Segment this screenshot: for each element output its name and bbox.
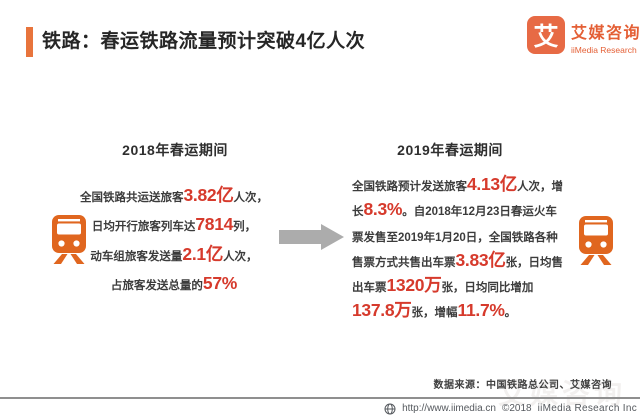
stats-2018: 全国铁路共运送旅客3.82亿人次， 日均开行旅客列车达7814列， 动车组旅客发送量… bbox=[60, 183, 288, 301]
stat-number: 3.83亿 bbox=[455, 249, 506, 270]
stat-text: 长 bbox=[352, 206, 364, 219]
logo-text-block: 艾媒咨询 iiMedia Research bbox=[571, 16, 640, 55]
train-icon bbox=[52, 215, 86, 264]
stat-number: 57% bbox=[202, 273, 238, 294]
stat-text: 。自2018年12月23日春运火车 bbox=[402, 206, 557, 219]
stat-text: 张，增幅 bbox=[411, 307, 458, 320]
stat-number: 11.7% bbox=[457, 300, 505, 321]
stat-line: 137.8万张，增幅11.7%。 bbox=[352, 300, 570, 325]
stat-line: 票发售至2019年1月20日，全国铁路各种 bbox=[352, 225, 570, 250]
footer-divider bbox=[0, 397, 640, 399]
logo-subtitle: iiMedia Research bbox=[571, 45, 637, 55]
stat-text: 日均开行旅客列车达 bbox=[91, 221, 196, 234]
stat-text: 全国铁路预计发送旅客 bbox=[352, 181, 467, 193]
stat-text: 全国铁路共运送旅客 bbox=[79, 192, 184, 204]
stat-line: 占旅客发送总量的57% bbox=[60, 271, 288, 300]
stat-line: 动车组旅客发送量2.1亿人次， bbox=[60, 242, 288, 271]
stat-line: 售票方式共售出车票3.83亿张，日均售 bbox=[352, 250, 570, 275]
stat-text: 出车票 bbox=[352, 282, 387, 295]
logo-name: 艾媒咨询 bbox=[571, 25, 640, 42]
stat-text: 列， bbox=[233, 221, 257, 234]
stat-number: 8.3% bbox=[363, 199, 403, 220]
stat-text: 。 bbox=[504, 307, 517, 320]
stat-text: 张，日均同比增加 bbox=[441, 282, 534, 295]
stat-text: 人次， bbox=[233, 192, 269, 204]
stats-2019: 全国铁路预计发送旅客4.13亿人次，增 长8.3%。自2018年12月23日春运火… bbox=[352, 174, 570, 326]
stat-number: 7814 bbox=[195, 214, 234, 235]
stat-number: 4.13亿 bbox=[467, 174, 518, 194]
stat-text: 动车组旅客发送量 bbox=[90, 250, 183, 263]
train-icon bbox=[579, 216, 613, 265]
stat-text: 占旅客发送总量的 bbox=[110, 280, 203, 293]
imedia-logo-icon: 艾 bbox=[527, 16, 565, 54]
footer-company: iiMedia Research Inc bbox=[537, 403, 637, 414]
right-arrow-icon bbox=[279, 224, 344, 250]
stat-line: 长8.3%。自2018年12月23日春运火车 bbox=[352, 199, 570, 224]
stat-line: 出车票1320万张，日均同比增加 bbox=[352, 275, 570, 300]
stat-number: 137.8万 bbox=[352, 300, 412, 321]
stat-line: 全国铁路共运送旅客3.82亿人次， bbox=[60, 183, 288, 212]
stat-text: 人次，增 bbox=[517, 181, 564, 193]
stat-text: 人次， bbox=[223, 250, 258, 263]
stat-number: 2.1亿 bbox=[182, 243, 224, 264]
logo-glyph: 艾 bbox=[533, 23, 559, 51]
stat-line: 全国铁路预计发送旅客4.13亿人次，增 bbox=[352, 174, 570, 199]
stat-line: 日均开行旅客列车达7814列， bbox=[60, 212, 288, 241]
period-2018-heading: 2018年春运期间 bbox=[122, 142, 228, 158]
footer-copyright: ©2018 bbox=[502, 403, 532, 414]
stat-text: 票发售至2019年1月20日，全国铁路各种 bbox=[352, 231, 558, 244]
period-2019-heading: 2019年春运期间 bbox=[397, 142, 503, 158]
stat-number: 1320万 bbox=[386, 275, 442, 296]
imedia-logo: 艾 艾媒咨询 iiMedia Research bbox=[527, 16, 640, 55]
footer-url: http://www.iimedia.cn bbox=[402, 403, 496, 414]
footer: http://www.iimedia.cn ©2018 iiMedia Rese… bbox=[384, 401, 637, 416]
globe-icon bbox=[384, 403, 396, 414]
data-source: 数据来源：中国铁路总公司、艾媒咨询 bbox=[433, 380, 612, 391]
stat-number: 3.82亿 bbox=[183, 185, 234, 205]
stat-text: 张，日均售 bbox=[505, 256, 564, 269]
title-accent-bar bbox=[26, 27, 33, 57]
page-title: 铁路：春运铁路流量预计突破4亿人次 bbox=[42, 31, 366, 52]
stat-text: 售票方式共售出车票 bbox=[352, 256, 456, 269]
